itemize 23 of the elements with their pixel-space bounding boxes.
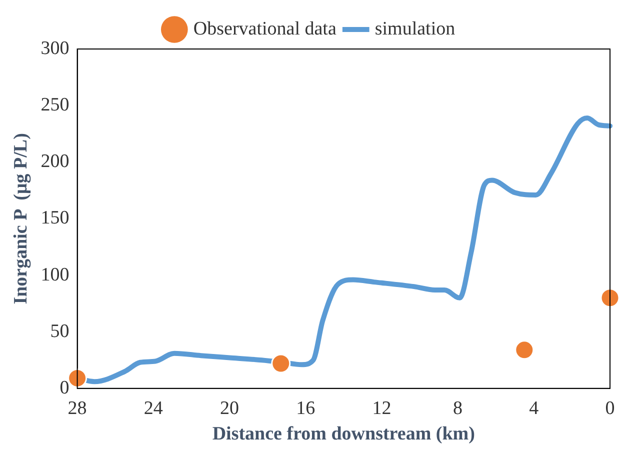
x-tick-label: 24 [144, 398, 164, 419]
y-tick-label: 300 [40, 38, 70, 59]
x-tick-label: 4 [529, 398, 540, 419]
y-tick-label: 50 [50, 320, 70, 342]
x-tick-label: 28 [68, 398, 87, 419]
y-tick-label: 150 [40, 208, 70, 229]
x-tick-label: 12 [372, 398, 392, 419]
y-tick-label: 100 [40, 264, 70, 286]
point [600, 288, 620, 308]
x-tick-label: 8 [453, 398, 463, 419]
x-axis-title: Distance from downstream (km) [212, 424, 475, 445]
point [271, 354, 291, 374]
legend-label: Observational data [193, 18, 337, 40]
x-tick-label: 20 [220, 398, 239, 419]
y-tick-label: 250 [40, 94, 70, 116]
y-tick-label: 200 [40, 151, 70, 172]
x-tick-label: 16 [296, 398, 316, 419]
point [68, 368, 88, 388]
legend-label: simulation [374, 18, 456, 40]
y-axis-title: Inorganic P (μg P/L) [10, 133, 32, 304]
point [514, 340, 534, 360]
y-tick-label: 0 [60, 377, 70, 398]
x-tick-label: 0 [605, 398, 615, 419]
